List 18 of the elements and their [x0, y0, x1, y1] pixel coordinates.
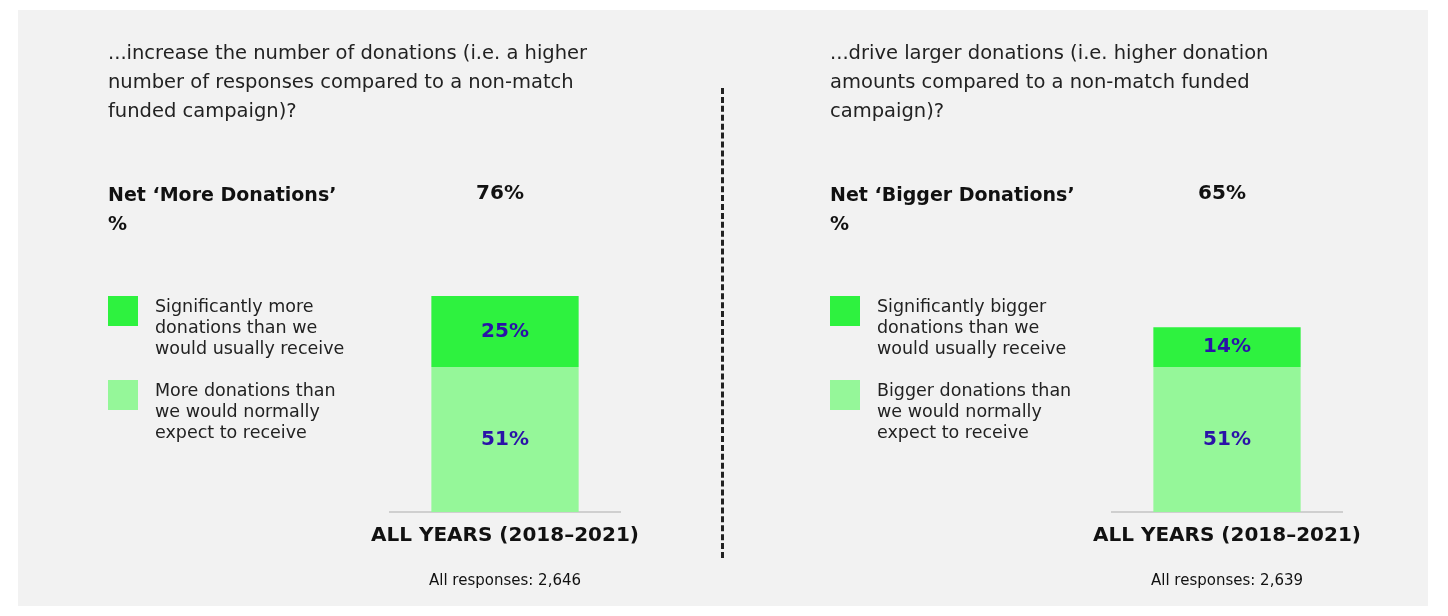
- data-label: 51%: [1203, 425, 1251, 450]
- legend-label: Bigger donations than we would normally expect to receive: [877, 380, 1073, 443]
- text: Net ‘More Donations’ %: [108, 182, 338, 236]
- text: All responses: 2,646: [427, 571, 583, 589]
- chart-title: ...increase the number of donations (i.e. a higher number of responses compared to a non-match funded campaign)?: [108, 40, 588, 124]
- x-tick-label: ALL YEARS (2018–2021): [1093, 522, 1361, 547]
- legend-label: Significantly more donations than we would usually receive: [155, 296, 346, 359]
- legend-label: More donations than we would normally expect to receive: [155, 380, 337, 443]
- legend-label: Significantly bigger donations than we would usually receive: [877, 296, 1068, 359]
- data-label: 25%: [481, 317, 529, 342]
- data-label: 14%: [1203, 333, 1251, 358]
- text: Net ‘Bigger Donations’ %: [830, 182, 1076, 236]
- x-tick-label: ALL YEARS (2018–2021): [371, 522, 639, 547]
- text: 76%: [475, 180, 525, 204]
- text: All responses: 2,639: [1149, 571, 1305, 589]
- chart-title: ...drive larger donations (i.e. higher donation amounts compared to a non-match funded campaign)?: [830, 40, 1270, 124]
- data-label: 51%: [481, 425, 529, 450]
- text: 65%: [1197, 180, 1247, 204]
